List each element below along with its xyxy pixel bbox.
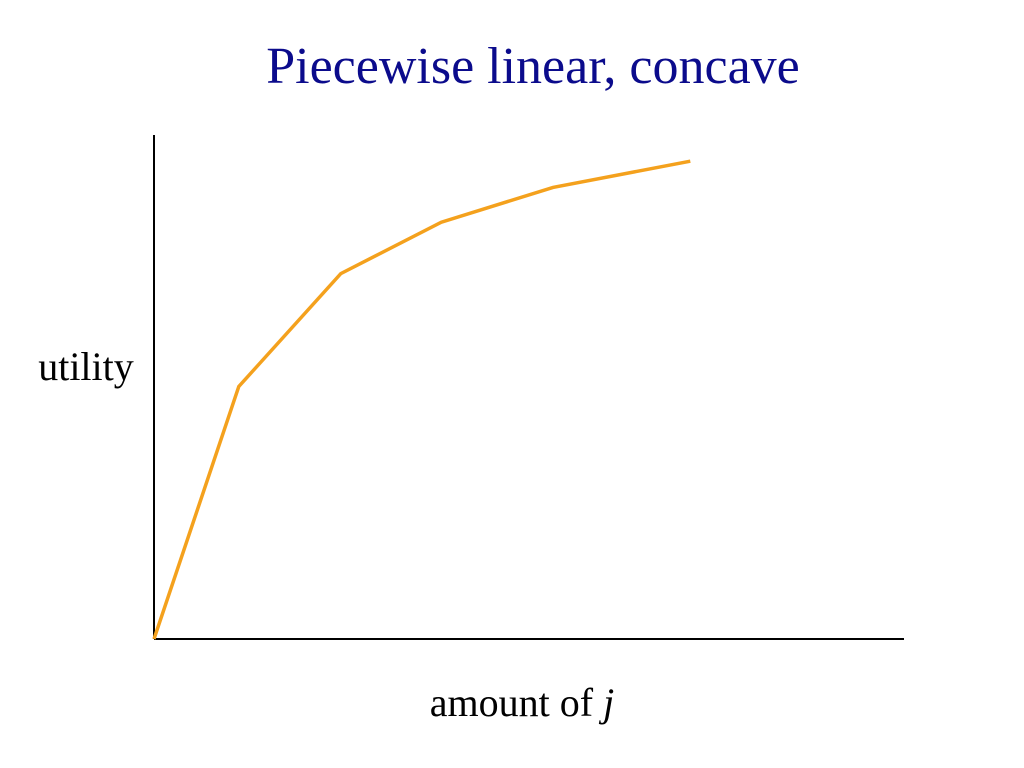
- y-axis-label: utility: [38, 344, 134, 389]
- series-line: [152, 159, 691, 640]
- x-axis-label-prefix: amount of: [430, 680, 603, 725]
- chart-title: Piecewise linear, concave: [266, 38, 800, 95]
- x-axis-label: amount of j: [430, 680, 614, 725]
- x-axis-label-variable: j: [598, 680, 614, 725]
- plot-area: [152, 135, 904, 640]
